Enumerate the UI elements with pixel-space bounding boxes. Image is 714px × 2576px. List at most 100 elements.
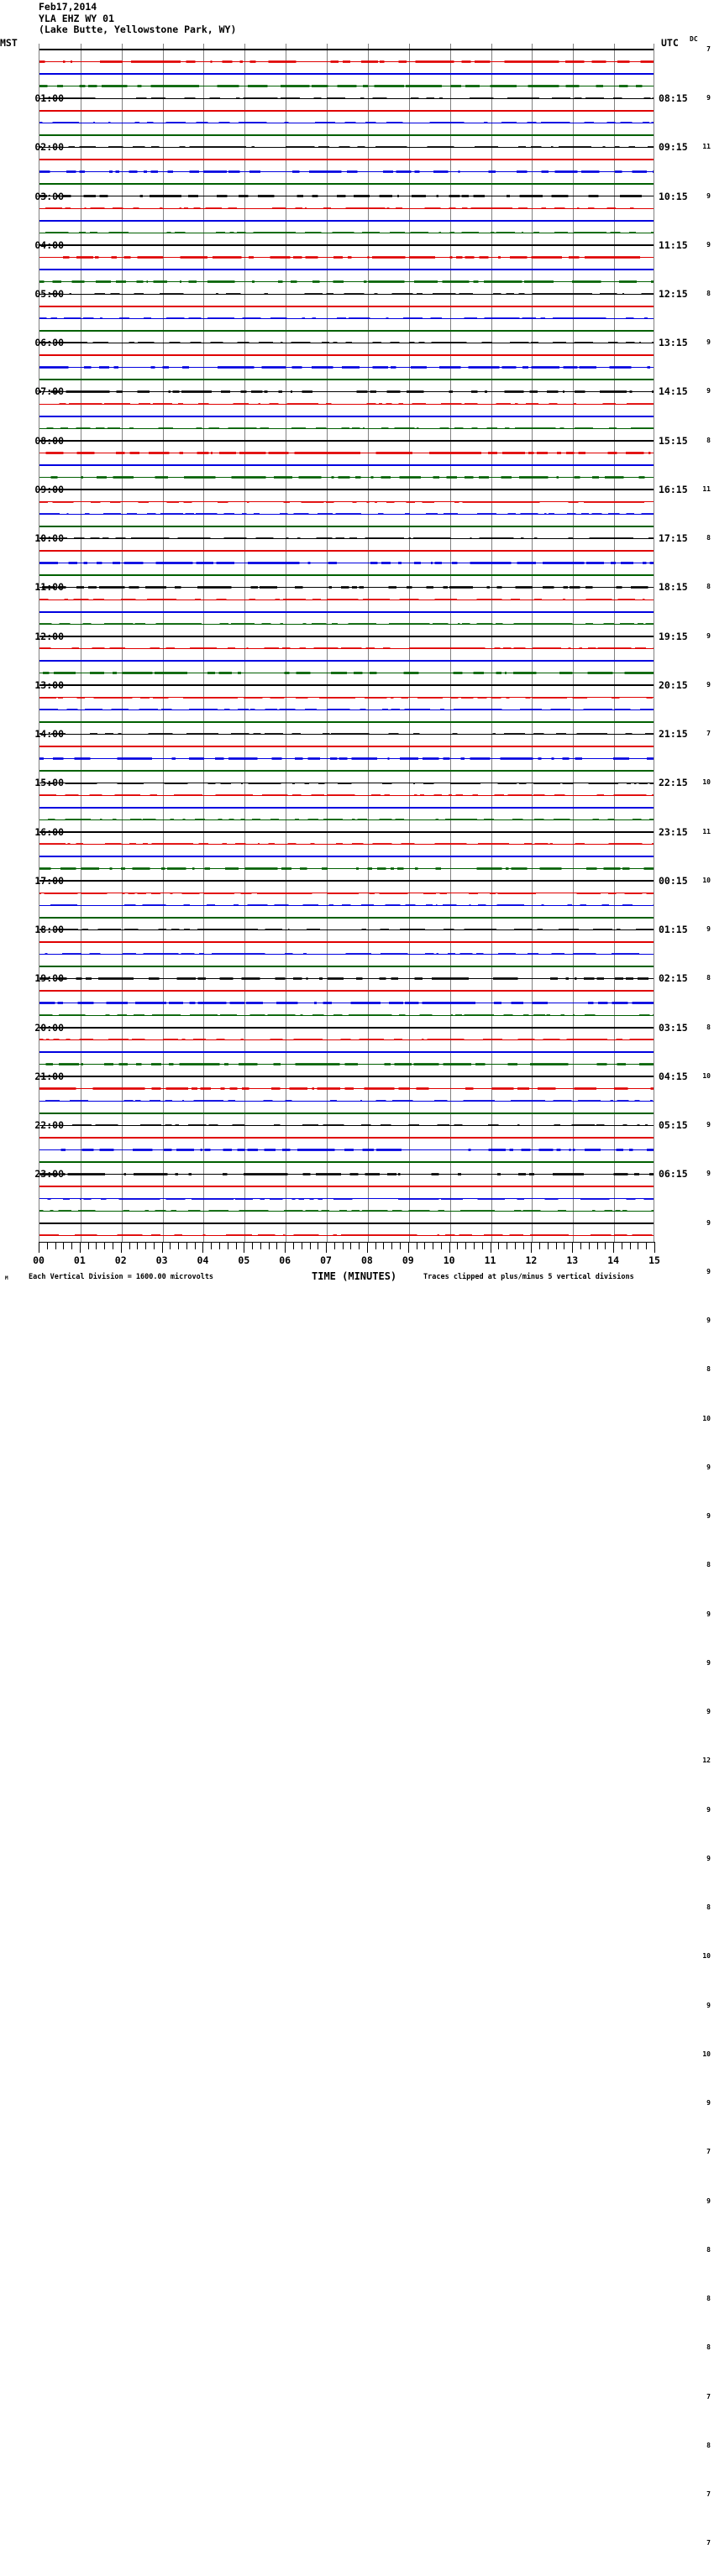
seismic-trace-row-56 xyxy=(39,733,654,736)
trace-noise xyxy=(39,488,654,491)
trace-noise xyxy=(39,1099,654,1102)
trace-noise xyxy=(39,134,654,136)
seismic-trace-row-39 xyxy=(39,525,654,527)
dc-column-header: DC xyxy=(690,35,698,43)
seismic-trace-row-53 xyxy=(39,696,654,699)
x-tick-minor xyxy=(194,1241,196,1249)
seismic-trace-row-24 xyxy=(39,342,654,344)
seismic-trace-row-73 xyxy=(39,940,654,943)
x-tick-major xyxy=(202,1241,204,1253)
utc-hour-label-1715: 17:15 xyxy=(659,532,688,545)
seismic-trace-row-47 xyxy=(39,623,654,626)
seismic-trace-row-76 xyxy=(39,977,654,980)
dc-value-0: 7 xyxy=(706,45,711,53)
x-tick-minor xyxy=(235,1241,237,1249)
seismic-trace-row-72 xyxy=(39,929,654,931)
seismic-trace-row-18 xyxy=(39,268,654,271)
trace-noise xyxy=(39,48,654,50)
helicorder-plot xyxy=(39,43,654,1242)
seismic-trace-row-96 xyxy=(39,1222,654,1224)
seismic-trace-row-2 xyxy=(39,72,654,76)
dc-value-28: 10 xyxy=(702,1414,711,1422)
header-location: (Lake Butte, Yellowstone Park, WY) xyxy=(39,24,237,36)
seismic-trace-row-88 xyxy=(39,1124,654,1127)
x-axis-baseline xyxy=(39,1241,654,1243)
seismic-trace-row-54 xyxy=(39,709,654,711)
x-tick-major xyxy=(79,1241,81,1253)
trace-noise xyxy=(39,366,654,369)
seismic-trace-row-82 xyxy=(39,1050,654,1054)
x-tick-minor xyxy=(268,1241,270,1249)
dc-value-26: 9 xyxy=(706,1317,711,1325)
dc-value-4: 9 xyxy=(706,240,711,249)
grid-line-minute-08 xyxy=(367,43,369,1242)
x-tick-major xyxy=(366,1241,368,1253)
dc-value-11: 8 xyxy=(706,583,711,591)
utc-hour-label-1615: 16:15 xyxy=(659,483,688,495)
trace-noise xyxy=(39,476,654,479)
utc-hour-label-0815: 08:15 xyxy=(659,92,688,105)
trace-noise xyxy=(39,243,654,246)
x-tick-minor xyxy=(153,1241,155,1249)
x-tick-minor xyxy=(580,1241,582,1249)
trace-noise xyxy=(39,195,654,197)
mst-hour-label-1800: 18:00 xyxy=(34,924,64,936)
seismic-trace-row-36 xyxy=(39,488,654,491)
mst-hour-label-0400: 04:00 xyxy=(34,238,64,251)
x-tick-major xyxy=(572,1241,574,1253)
trace-noise xyxy=(39,268,654,271)
dc-value-47: 8 xyxy=(706,2343,711,2352)
seismic-trace-row-23 xyxy=(39,329,654,332)
seismic-trace-row-17 xyxy=(39,256,654,259)
trace-noise xyxy=(39,1173,654,1175)
x-axis-title: TIME (MINUTES) xyxy=(312,1270,397,1282)
x-tick-label-04: 04 xyxy=(197,1254,209,1266)
grid-line-minute-11 xyxy=(491,43,492,1242)
seismic-trace-row-35 xyxy=(39,476,654,479)
scale-note: Each Vertical Division = 1600.00 microvo… xyxy=(29,1273,214,1281)
trace-noise xyxy=(39,122,654,124)
dc-value-30: 9 xyxy=(706,1512,711,1521)
trace-noise xyxy=(39,146,654,149)
dc-value-45: 8 xyxy=(706,2245,711,2254)
seismic-trace-row-94 xyxy=(39,1197,654,1200)
x-tick-minor xyxy=(473,1241,475,1249)
trace-noise xyxy=(39,794,654,797)
trace-noise xyxy=(39,1234,654,1237)
trace-noise xyxy=(39,537,654,540)
mst-hour-label-0800: 08:00 xyxy=(34,434,64,447)
dc-value-49: 8 xyxy=(706,2441,711,2449)
trace-noise xyxy=(39,635,654,637)
seismic-trace-row-58 xyxy=(39,757,654,760)
mst-hour-label-0600: 06:00 xyxy=(34,337,64,349)
x-tick-label-05: 05 xyxy=(238,1254,250,1266)
seismic-trace-row-48 xyxy=(39,635,654,637)
x-tick-minor xyxy=(178,1241,180,1249)
x-tick-minor xyxy=(260,1241,261,1249)
x-tick-minor xyxy=(465,1241,467,1249)
trace-noise xyxy=(39,819,654,821)
dc-value-2: 11 xyxy=(702,143,711,151)
x-tick-major xyxy=(531,1241,533,1253)
trace-noise xyxy=(39,1210,654,1212)
trace-noise xyxy=(39,1136,654,1139)
seismic-trace-row-79 xyxy=(39,1014,654,1017)
x-tick-minor xyxy=(391,1241,393,1249)
dc-value-20: 8 xyxy=(706,1023,711,1031)
mst-hour-label-2000: 20:00 xyxy=(34,1021,64,1034)
x-tick-minor xyxy=(440,1241,442,1249)
mst-hour-label-2100: 21:00 xyxy=(34,1070,64,1082)
trace-noise xyxy=(39,879,654,882)
dc-value-7: 9 xyxy=(706,387,711,395)
dc-value-14: 7 xyxy=(706,730,711,738)
grid-line-minute-09 xyxy=(408,43,410,1242)
mst-hour-label-1100: 11:00 xyxy=(34,581,64,594)
seismic-trace-row-95 xyxy=(39,1210,654,1212)
seismic-trace-row-65 xyxy=(39,843,654,846)
x-tick-major xyxy=(613,1241,615,1253)
trace-noise xyxy=(39,85,654,87)
trace-noise xyxy=(39,439,654,442)
seismic-trace-row-91 xyxy=(39,1160,654,1164)
mst-hour-label-1200: 12:00 xyxy=(34,630,64,642)
dc-value-41: 10 xyxy=(702,2050,711,2058)
